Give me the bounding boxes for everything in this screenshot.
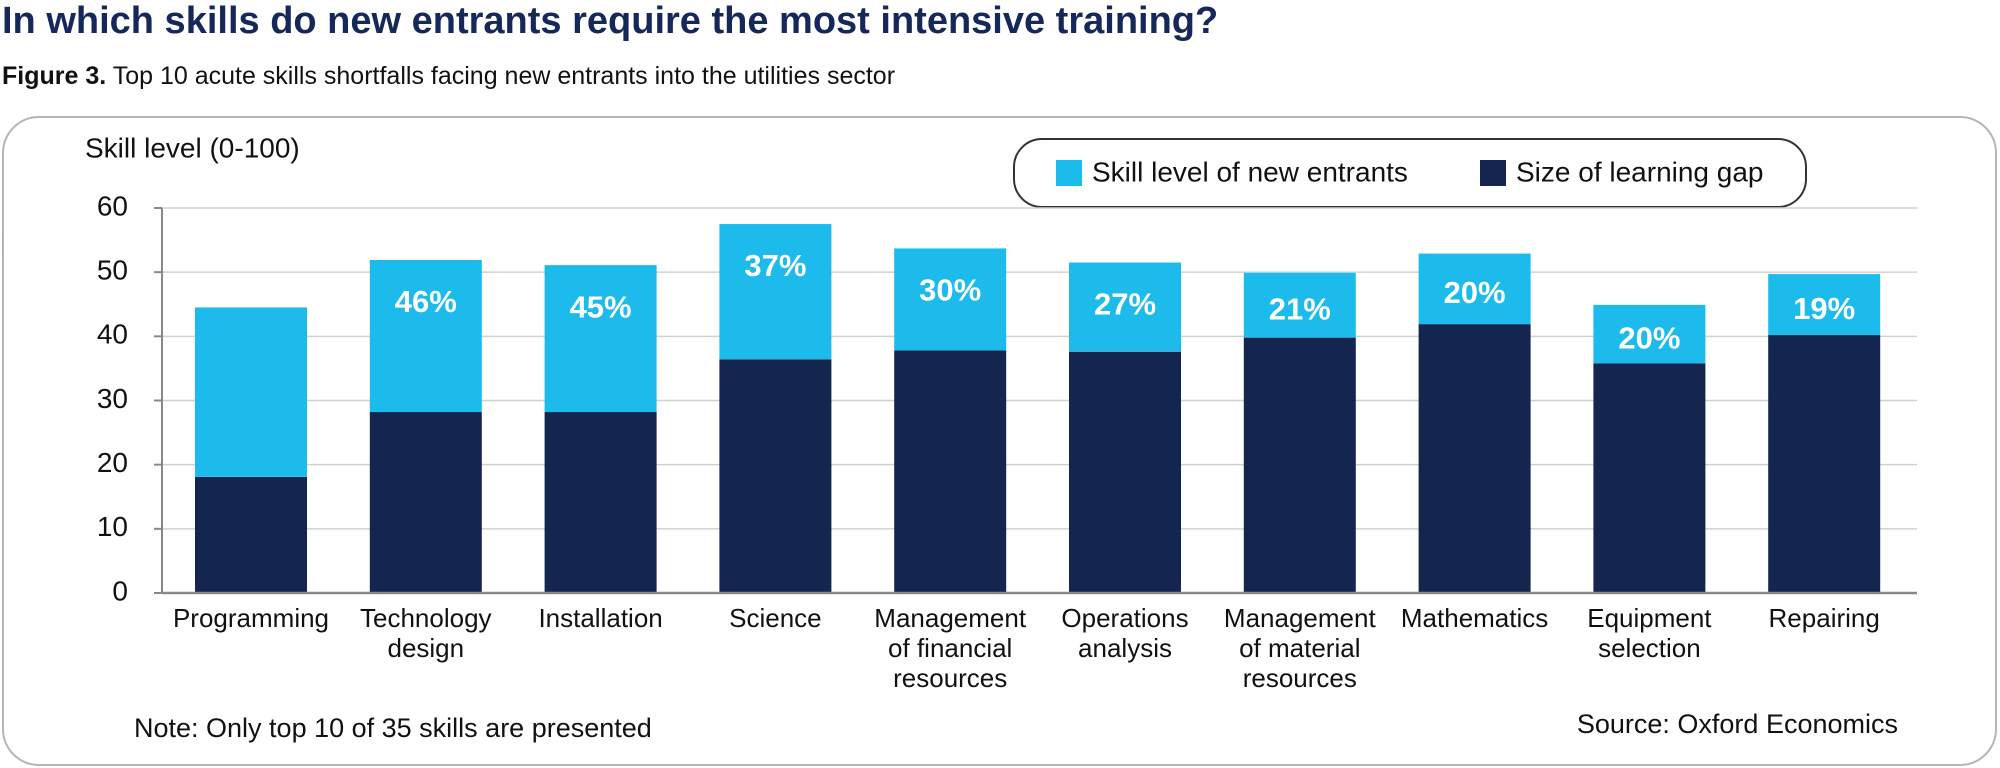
bar-segment [1593, 363, 1706, 593]
source: Source: Oxford Economics [1576, 709, 1898, 739]
bar-segment [1243, 272, 1356, 338]
bar-annotation: 30% [919, 273, 981, 308]
y-axis-label: Skill level (0-100) [85, 132, 300, 163]
y-tick-label: 60 [97, 190, 128, 221]
x-tick-label: Mathematics [1400, 603, 1549, 633]
subtitle-text: Top 10 acute skills shortfalls facing ne… [112, 62, 896, 90]
bar-annotation: 21% [1269, 291, 1331, 326]
bar-segment [719, 359, 832, 593]
x-tick-label: Installation [538, 603, 663, 633]
bar-segment [195, 307, 307, 477]
chart-frame [2, 116, 1997, 766]
bar-segment [1768, 274, 1881, 336]
bar-segment [1243, 337, 1356, 593]
figure-label: Figure 3. [2, 62, 107, 90]
y-tick-label: 50 [97, 255, 128, 286]
bar-segment [1768, 335, 1881, 593]
bar-annotation: 27% [1094, 287, 1156, 322]
bar-segment [1069, 262, 1181, 352]
x-tick-label: Programming [172, 603, 330, 633]
bar-annotation: 20% [1618, 320, 1680, 355]
bar-segment [894, 350, 1007, 593]
bar-segment [369, 259, 482, 413]
subtitle: Figure 3. Top 10 acute skills shortfalls… [2, 62, 895, 91]
chart-title: In which skills do new entrants require … [2, 0, 1219, 42]
x-tick-label: Operations analysis [1061, 603, 1189, 663]
y-tick-label: 0 [112, 575, 128, 606]
legend-swatch [1056, 160, 1082, 186]
x-tick-label: Repairing [1768, 603, 1880, 633]
bar-annotation: 19% [1793, 291, 1855, 326]
legend-frame [1013, 138, 1807, 208]
bar-annotation: 46% [395, 284, 457, 319]
bar-segment [1418, 253, 1531, 325]
bar-segment [719, 224, 832, 360]
x-tick-label: Management of financial resources [874, 603, 1027, 693]
bar-segment [369, 412, 482, 593]
note: Note: Only top 10 of 35 skills are prese… [134, 713, 652, 743]
bar-segment [1593, 304, 1706, 364]
y-tick-label: 10 [97, 511, 128, 542]
bar-annotation: 37% [744, 248, 806, 283]
bar-segment [894, 248, 1007, 351]
x-tick-label: Management of material resources [1223, 603, 1376, 693]
bar-segment [544, 412, 657, 593]
y-tick-label: 30 [97, 383, 128, 414]
legend-swatch [1480, 160, 1506, 186]
x-tick-label: Technology design [360, 603, 492, 663]
legend-label: Size of learning gap [1516, 156, 1764, 187]
y-tick-label: 20 [97, 447, 128, 478]
bar-segment [1418, 324, 1531, 593]
y-tick-label: 40 [97, 319, 128, 350]
bar-segment [195, 476, 307, 593]
bar-annotation: 45% [570, 289, 632, 324]
bar-annotation: 20% [1444, 275, 1506, 310]
bar-segment [544, 265, 657, 413]
x-tick-label: Science [729, 603, 822, 633]
x-tick-label: Equipment selection [1587, 603, 1712, 663]
legend-label: Skill level of new entrants [1092, 156, 1408, 187]
bar-segment [1069, 351, 1181, 593]
